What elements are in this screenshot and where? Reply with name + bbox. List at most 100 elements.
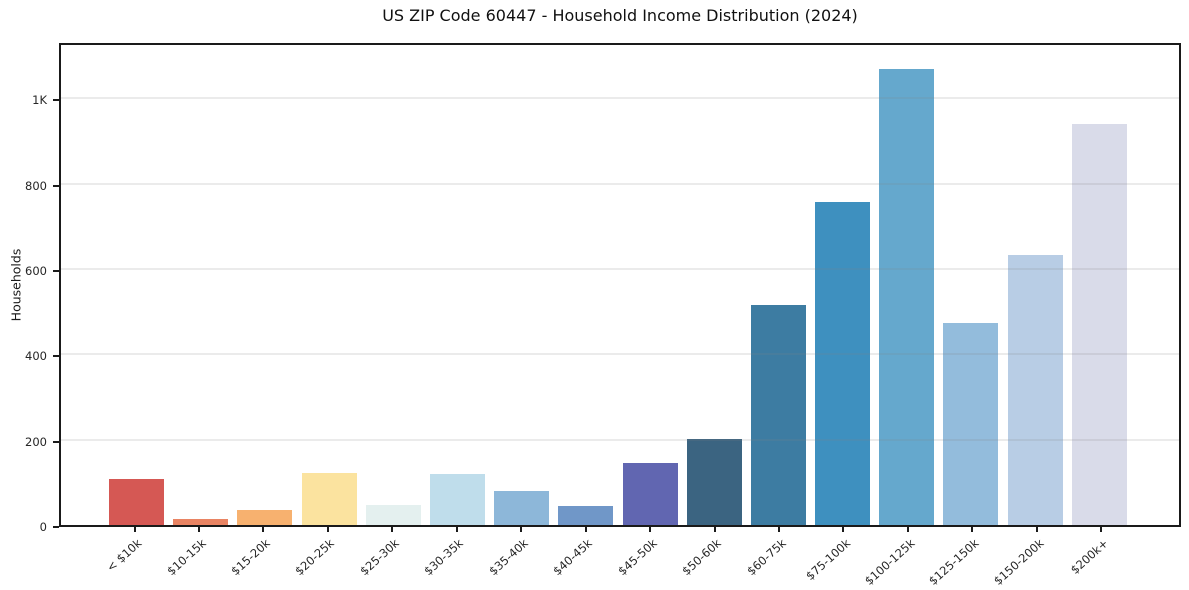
x-tick-label: $200k+ [1067,536,1111,577]
x-slot-50-60k: $50-60k [679,527,742,590]
x-slot-150-200k: $150-200k [991,527,1064,590]
bar-75-100k [815,201,871,525]
grid-line-600 [61,268,1179,270]
y-tick-mark [53,99,59,101]
bar-slot-45-50k [622,45,678,525]
grid-line-200 [61,439,1179,441]
y-tick-label: 0 [39,520,47,534]
bar-15-20k [237,510,293,525]
bar-slot-10k [109,45,164,525]
bar-slot-125-150k [943,45,999,525]
chart-title-wrap: US ZIP Code 60447 - Household Income Dis… [59,6,1181,25]
x-tick-label: $15-20k [228,536,273,579]
y-tick-mark [53,526,59,528]
x-slot-40-45k: $40-45k [550,527,613,590]
x-tick-mark [971,527,974,532]
bar-slot-40-45k [558,45,614,525]
bar-slot-75-100k [815,45,871,525]
bar-20-25k [301,472,357,525]
bar-slot-200k+ [1071,45,1127,525]
x-tick-mark [1035,527,1038,532]
y-tick-label: 800 [25,179,47,193]
y-tick-mark [53,441,59,443]
chart-title: US ZIP Code 60447 - Household Income Dis… [382,6,858,25]
bar-35-40k [494,490,550,525]
x-slot-35-40k: $35-40k [486,527,549,590]
x-slot-75-100k: $75-100k [803,527,871,590]
bar-50-60k [686,439,742,525]
bar-slot-50-60k [686,45,742,525]
plot-area [59,43,1181,527]
x-tick-label: $40-45k [550,536,596,579]
bar-30-35k [429,473,485,525]
x-tick-mark [778,527,781,532]
bar-10-15k [173,518,229,525]
x-slot-125-150k: $125-150k [926,527,1000,590]
x-slot-100-125k: $100-125k [862,527,935,590]
grid-line-400 [61,353,1179,355]
y-tick-mark [53,270,59,272]
x-tick-label: < $10k [103,536,144,575]
grid-line-1K [61,97,1179,99]
x-tick-label: $50-60k [679,536,724,579]
x-tick-mark [1100,527,1103,532]
y-tick-label: 200 [25,435,47,449]
x-tick-mark [391,527,394,532]
x-slot-25-30k: $25-30k [357,527,420,590]
bar-slot-15-20k [237,45,293,525]
x-tick-mark [197,527,200,532]
bar-slot-20-25k [301,45,357,525]
grid-line-800 [61,183,1179,185]
bar-slot-30-35k [429,45,485,525]
bar-slot-100-125k [879,45,935,525]
bar-60-75k [750,304,806,525]
bar-slot-10-15k [173,45,229,525]
x-slot-15-20k: $15-20k [228,527,291,590]
x-slot-20-25k: $20-25k [293,527,355,590]
x-tick-mark [649,527,652,532]
x-tick-label: $25-30k [357,536,402,579]
bar-slot-150-200k [1007,45,1063,525]
bar-125-150k [943,322,999,525]
x-tick-mark [713,527,716,532]
x-slot-10k: < $10k [103,527,162,590]
bar-10k [109,479,164,525]
bar-40-45k [558,506,614,525]
x-tick-label: $45-50k [614,536,660,579]
x-tick-mark [455,527,458,532]
bar-slot-25-30k [365,45,421,525]
y-tick-label: 600 [25,264,47,278]
bars-container [61,45,1179,525]
bar-200k+ [1071,123,1127,525]
x-tick-mark [133,527,136,532]
bar-slot-35-40k [494,45,550,525]
y-tick-label: 1K [32,93,47,107]
x-tick-mark [326,527,329,532]
x-tick-mark [520,527,523,532]
x-tick-mark [842,527,845,532]
x-slot-45-50k: $45-50k [615,527,678,590]
x-slot-10-15k: $10-15k [164,527,226,590]
bar-25-30k [365,504,421,525]
x-tick-mark [584,527,587,532]
bar-100-125k [879,69,935,525]
x-tick-label: $75-100k [802,536,853,584]
y-tick-mark [53,355,59,357]
y-tick-mark [53,185,59,187]
x-tick-label: $30-35k [421,536,467,579]
bar-150-200k [1007,254,1063,525]
bar-45-50k [622,463,678,525]
x-tick-mark [906,527,909,532]
x-slot-200k+: $200k+ [1067,527,1129,590]
x-tick-label: $10-15k [163,536,209,579]
bar-slot-60-75k [750,45,806,525]
x-axis: < $10k $10-15k $15-20k $20-25k $25-30k $30-35… [59,527,1181,590]
x-slot-30-35k: $30-35k [422,527,484,590]
y-axis: 0 200 400 600 800 1K [0,43,59,534]
x-tick-mark [262,527,265,532]
x-tick-label: $60-75k [743,536,789,579]
x-tick-label: $35-40k [485,536,531,579]
x-tick-label: $20-25k [292,536,338,579]
y-tick-label: 400 [25,349,47,363]
